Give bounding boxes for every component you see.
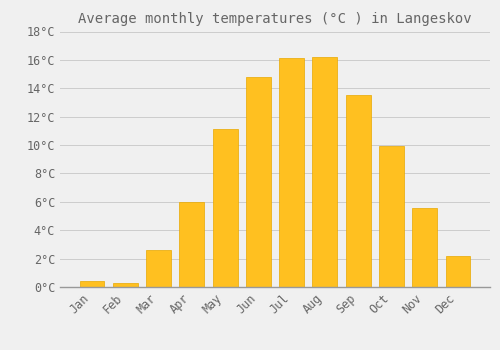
Bar xyxy=(379,147,404,287)
Bar xyxy=(246,77,271,287)
Bar xyxy=(446,256,470,287)
Bar xyxy=(180,202,204,287)
Bar xyxy=(312,57,338,287)
Bar xyxy=(279,58,304,287)
Title: Average monthly temperatures (°C ) in Langeskov: Average monthly temperatures (°C ) in La… xyxy=(78,12,472,26)
Bar xyxy=(412,208,437,287)
Bar xyxy=(113,283,138,287)
Bar xyxy=(80,281,104,287)
Bar xyxy=(346,95,370,287)
Bar xyxy=(146,250,171,287)
Bar xyxy=(212,130,238,287)
